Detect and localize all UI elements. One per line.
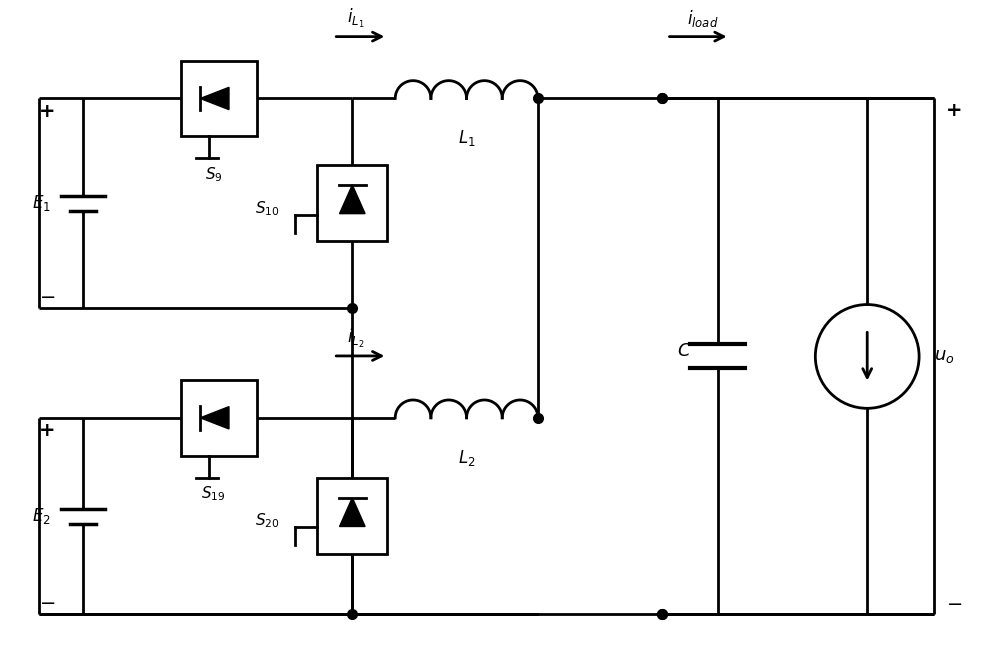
Text: $i_{L_2}$: $i_{L_2}$ [347, 326, 364, 349]
Text: $-$: $-$ [946, 593, 962, 612]
Text: $L_2$: $L_2$ [458, 448, 475, 468]
Text: +: + [946, 101, 963, 120]
Text: $i_{L_1}$: $i_{L_1}$ [347, 7, 364, 30]
Text: $-$: $-$ [39, 285, 55, 304]
Text: +: + [39, 102, 55, 121]
Polygon shape [200, 407, 229, 429]
Text: $S_{19}$: $S_{19}$ [201, 485, 226, 503]
Polygon shape [340, 185, 365, 214]
Text: $C$: $C$ [677, 342, 692, 360]
Text: $S_{10}$: $S_{10}$ [255, 199, 280, 217]
Bar [317, 478, 387, 554]
Text: $-$: $-$ [39, 592, 55, 611]
Text: $E_2$: $E_2$ [32, 506, 50, 526]
Text: $L_1$: $L_1$ [458, 129, 475, 148]
Text: $E_1$: $E_1$ [32, 193, 50, 214]
Bar [181, 61, 257, 136]
Text: $i_{load}$: $i_{load}$ [687, 8, 719, 29]
Text: $S_{20}$: $S_{20}$ [255, 512, 280, 530]
Text: +: + [39, 421, 55, 440]
Text: $u_o$: $u_o$ [934, 347, 955, 366]
Bar [317, 165, 387, 241]
Bar [181, 380, 257, 456]
Polygon shape [340, 498, 365, 526]
Text: $S_9$: $S_9$ [205, 165, 222, 183]
Polygon shape [200, 88, 229, 110]
